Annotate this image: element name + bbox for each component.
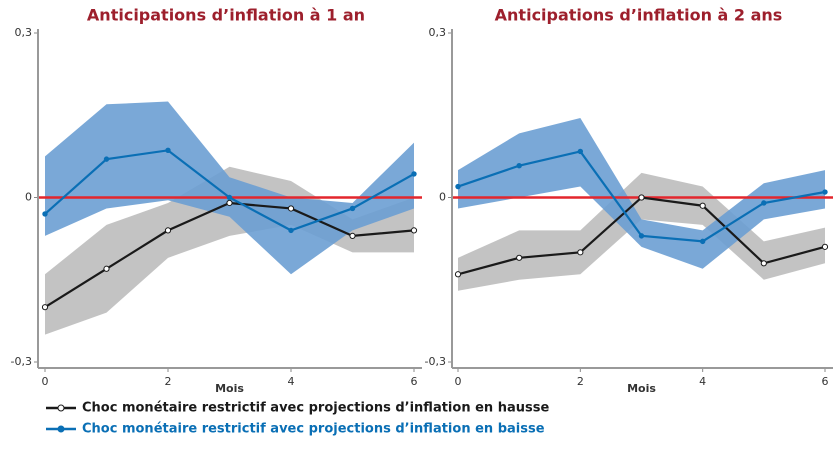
point	[761, 200, 767, 206]
point	[287, 205, 295, 212]
point	[699, 238, 706, 245]
y-tick-label: -0,3	[425, 355, 446, 368]
x-tick-label: 2	[577, 375, 584, 388]
x-tick-label: 4	[699, 375, 706, 388]
x-tick-label: 6	[411, 375, 418, 388]
point	[288, 227, 294, 234]
point	[226, 199, 233, 207]
y-tick-label: 0	[439, 191, 446, 204]
point	[822, 189, 828, 195]
point	[454, 271, 462, 278]
point	[411, 171, 417, 177]
legend-marker	[57, 425, 65, 433]
panel-title: Anticipations d’inflation à 1 an	[87, 6, 365, 25]
x-axis-label: Mois	[215, 382, 244, 395]
confidence-band	[45, 101, 414, 275]
point	[577, 249, 584, 256]
point	[226, 194, 233, 201]
confidence-band	[458, 117, 825, 269]
panel-title: Anticipations d’inflation à 2 ans	[495, 6, 783, 25]
point	[164, 227, 172, 234]
point	[516, 254, 523, 261]
x-tick-label: 4	[288, 375, 295, 388]
point	[638, 194, 645, 201]
point	[349, 205, 356, 212]
y-tick-label: 0,3	[15, 26, 33, 39]
y-tick-label: -0,3	[11, 355, 32, 368]
x-tick-label: 6	[822, 375, 829, 388]
x-tick-label: 0	[455, 375, 462, 388]
point	[103, 265, 110, 272]
legend-label: Choc monétaire restrictif avec projectio…	[82, 401, 549, 416]
point	[516, 162, 522, 169]
point	[103, 156, 110, 162]
point	[165, 147, 171, 154]
legend-label: Choc monétaire restrictif avec projectio…	[82, 422, 545, 437]
x-tick-label: 2	[165, 375, 172, 388]
point	[349, 232, 356, 239]
point	[821, 243, 829, 250]
point	[638, 233, 645, 239]
point	[410, 227, 418, 234]
y-tick-label: 0	[25, 191, 32, 204]
x-tick-label: 0	[42, 375, 49, 388]
legend-marker	[57, 404, 65, 412]
point	[42, 211, 48, 217]
point	[699, 202, 706, 209]
confidence-band	[458, 172, 825, 291]
point	[455, 183, 461, 190]
point	[41, 304, 49, 311]
point	[760, 260, 767, 267]
x-axis-label: Mois	[627, 382, 656, 395]
y-tick-label: 0,3	[429, 26, 447, 39]
point	[577, 148, 584, 155]
